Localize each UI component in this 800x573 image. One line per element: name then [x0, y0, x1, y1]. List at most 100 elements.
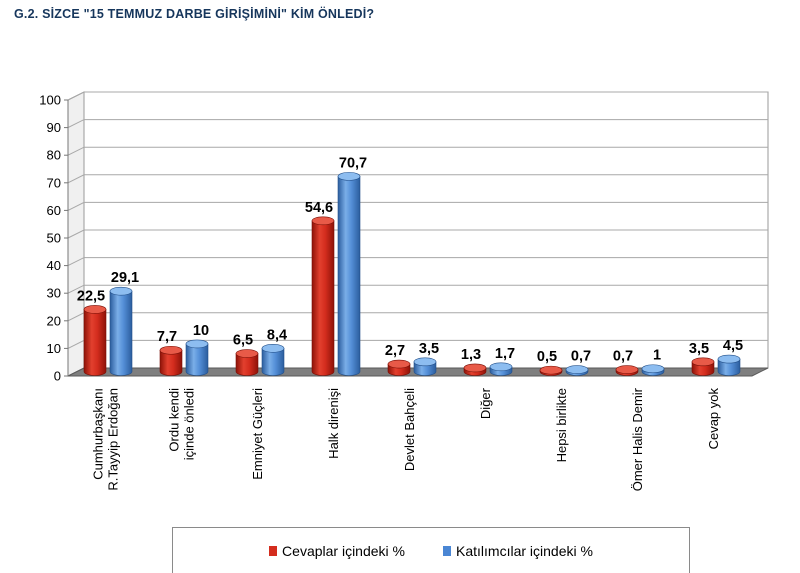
bar-body [235, 353, 259, 376]
bar-top [109, 286, 133, 296]
bar-body [717, 358, 741, 376]
bar-cevaplar [83, 305, 107, 376]
data-label: 10 [193, 323, 209, 339]
category-label: Hepsi birlikte [554, 388, 569, 462]
y-tick-label: 80 [47, 148, 61, 163]
bar-top [387, 359, 411, 369]
data-label: 1 [653, 348, 661, 364]
legend-label: Cevaplar içindeki % [282, 542, 405, 559]
y-tick-label: 40 [47, 258, 61, 273]
data-labels: 22,5 29,1 7,7 10 6,5 8,4 54,6 70,7 2,7 3,5 1,3 1,7 0… [77, 155, 743, 365]
legend: Cevaplar içindeki % Katılımcılar içindek… [172, 527, 690, 573]
legend-swatch-blue [443, 545, 451, 556]
bar-top [565, 365, 589, 374]
bar-cevaplar [691, 357, 715, 376]
y-tick-label: 60 [47, 203, 61, 218]
category-label: Emniyet Güçleri [250, 388, 265, 480]
bar-cevaplar [311, 216, 335, 376]
y-tick-label: 10 [47, 341, 61, 356]
data-label: 22,5 [77, 288, 105, 304]
data-label: 4,5 [723, 338, 743, 354]
bar-top [337, 172, 361, 181]
y-tick-label: 70 [47, 175, 61, 190]
chart-title: G.2. SİZCE "15 TEMMUZ DARBE GİRİŞİMİNİ" … [14, 7, 375, 21]
x-axis: Cumhurbaşkanı R.Tayyip Erdoğan Ordu kendi i… [91, 387, 722, 491]
category-label: Cevap yok [706, 388, 721, 450]
data-label: 1,3 [461, 347, 481, 363]
bar-cevaplar [387, 359, 411, 376]
bar-body [83, 309, 107, 376]
gridline [67, 146, 768, 156]
legend-label: Katılımcılar içindeki % [456, 542, 593, 559]
bar-body [159, 349, 183, 376]
gridline [67, 284, 768, 294]
y-tick-label: 30 [47, 286, 61, 301]
bar-body [261, 348, 285, 376]
bar-top [539, 365, 563, 375]
bar-cevaplar [463, 363, 487, 376]
bar-top [641, 364, 665, 374]
bar-top [717, 354, 741, 364]
data-label: 6,5 [233, 333, 253, 349]
bar-katilimcilar [261, 344, 285, 376]
bar-body [109, 290, 133, 376]
bar-katilimcilar [337, 172, 361, 376]
legend-item-katilimcilar: Katılımcılar içindeki % [443, 543, 593, 559]
data-label: 0,7 [613, 349, 633, 365]
bar-top [235, 349, 259, 358]
gridline [67, 257, 768, 267]
bar-body [185, 343, 209, 376]
bar-cevaplar [615, 365, 639, 376]
bar-cevaplar [159, 345, 183, 376]
category-label: Ordu kendi [167, 388, 182, 452]
bar-body [337, 176, 361, 376]
bar-top [463, 363, 487, 373]
bar-cevaplar [235, 349, 259, 376]
y-tick-label: 0 [54, 369, 61, 384]
category-label: Cumhurbaşkanı [91, 388, 106, 480]
bar-top [691, 357, 715, 367]
y-tick-label: 90 [47, 120, 61, 135]
bar-katilimcilar [565, 365, 589, 376]
data-label: 7,7 [157, 329, 177, 345]
bars [83, 172, 741, 376]
data-label: 1,7 [495, 346, 515, 362]
bar-cevaplar [539, 365, 563, 376]
bar-katilimcilar [185, 339, 209, 376]
gridline [67, 91, 768, 101]
bar-katilimcilar [413, 357, 437, 376]
category-label: R.Tayyip Erdoğan [106, 388, 121, 491]
y-tick-label: 50 [47, 231, 61, 246]
data-label: 3,5 [419, 341, 439, 357]
data-label: 2,7 [385, 343, 405, 359]
bar-top [261, 344, 285, 353]
category-label: Devlet Bahçeli [402, 388, 417, 471]
y-axis: 0 10 20 30 40 50 60 70 80 90 100 [39, 93, 69, 384]
gridline [67, 119, 768, 129]
category-label: Ömer Halis Demir [630, 387, 645, 491]
data-label: 29,1 [111, 270, 139, 286]
data-label: 54,6 [305, 200, 333, 216]
y-tick-label: 20 [47, 313, 61, 328]
bar-top [159, 345, 183, 355]
gridline [67, 229, 768, 239]
data-label: 8,4 [267, 327, 287, 343]
data-label: 70,7 [339, 155, 367, 171]
bar-katilimcilar [641, 364, 665, 376]
legend-swatch-red [269, 545, 278, 556]
data-label: 3,5 [689, 341, 709, 357]
bar-katilimcilar [489, 362, 513, 376]
bar-top [83, 305, 107, 314]
bar-top [185, 339, 209, 349]
bar-katilimcilar [109, 286, 133, 376]
data-label: 0,5 [537, 349, 557, 365]
gridline [67, 201, 768, 211]
y-tick-label: 100 [39, 93, 61, 108]
gridline [67, 174, 768, 184]
category-label: içinde önledi [182, 388, 197, 460]
bar-body [311, 220, 335, 376]
bar-top [311, 216, 335, 226]
category-label: Halk direnişi [326, 388, 341, 459]
bar-top [615, 365, 639, 374]
